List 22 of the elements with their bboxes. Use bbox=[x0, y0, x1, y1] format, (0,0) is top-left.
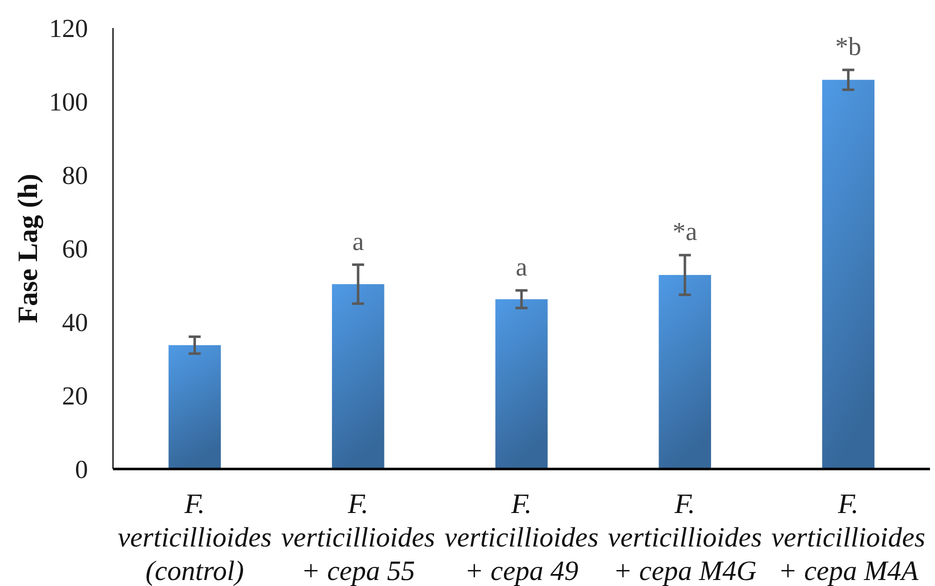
x-tick-label: F. verticillioides + cepa 55 bbox=[281, 489, 436, 586]
annotation: *b bbox=[835, 32, 862, 61]
bar bbox=[168, 345, 221, 469]
x-tick-label: F. verticillioides + cepa 49 bbox=[444, 489, 599, 586]
bar bbox=[822, 80, 874, 469]
y-tick-label: 80 bbox=[62, 161, 88, 190]
y-tick-label: 20 bbox=[62, 382, 88, 411]
y-tick-label: 40 bbox=[62, 308, 88, 338]
bar bbox=[332, 284, 384, 469]
y-axis-title: Fase Lag (h) bbox=[12, 174, 44, 324]
y-tick-label: 60 bbox=[62, 234, 88, 264]
y-tick-label: 100 bbox=[49, 88, 88, 117]
annotation: a bbox=[516, 252, 528, 282]
annotation: a bbox=[352, 226, 364, 256]
x-tick-label: F. verticillioides (control) bbox=[118, 489, 272, 586]
x-tick-label: F. verticillioides + cepa M4A bbox=[771, 489, 926, 586]
annotation: *a bbox=[672, 217, 698, 246]
x-tick-label: F. verticillioides + cepa M4G bbox=[608, 489, 762, 586]
y-tick-label: 120 bbox=[49, 14, 88, 44]
bar bbox=[658, 274, 712, 469]
bar bbox=[495, 299, 548, 469]
y-tick-label: 0 bbox=[75, 455, 88, 484]
